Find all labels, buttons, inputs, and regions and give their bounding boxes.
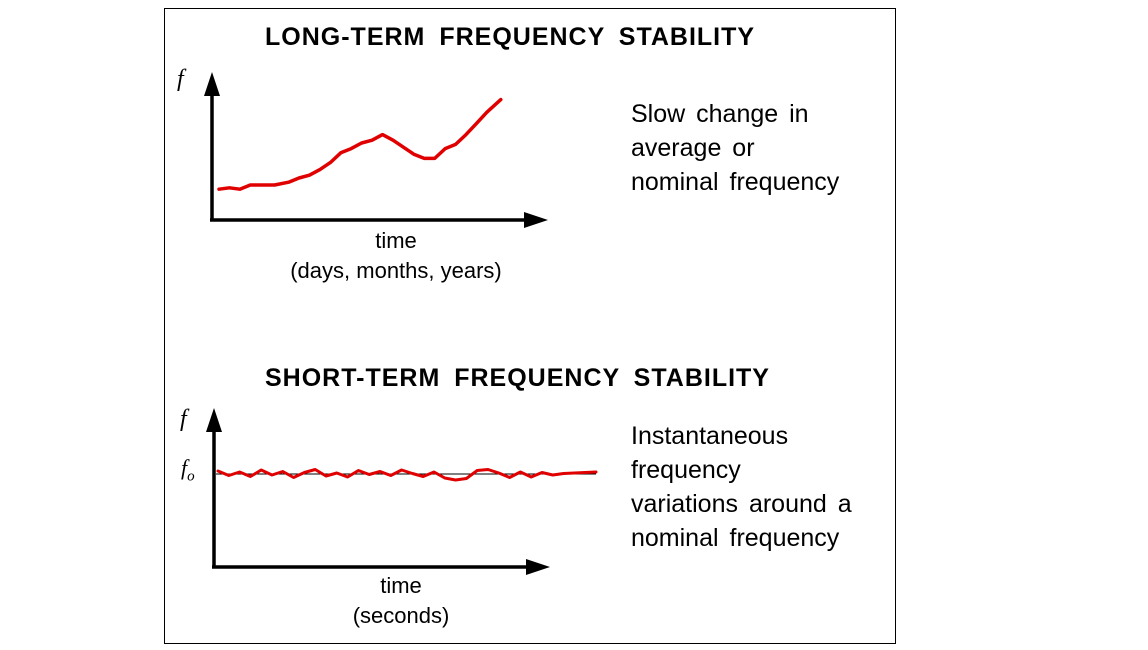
short-term-description-line: variations around a [631, 490, 852, 518]
diagram-frame [164, 8, 896, 644]
short-term-x-axis-sublabel: (seconds) [352, 603, 450, 628]
short-term-x-arrow-icon [526, 559, 550, 575]
long-term-y-axis-label: f [177, 66, 184, 92]
nominal-frequency-label: fo [181, 455, 195, 485]
short-term-x-axis-label: time [380, 573, 422, 598]
short-term-plot [206, 408, 598, 575]
short-term-title: SHORT-TERM FREQUENCY STABILITY [265, 364, 770, 392]
short-term-description: Instantaneous frequency variations aroun… [631, 419, 852, 555]
long-term-x-arrow-icon [524, 212, 548, 228]
long-term-description-line: nominal frequency [631, 168, 840, 196]
short-term-description-line: frequency [631, 456, 741, 484]
long-term-x-axis-sublabel: (days, months, years) [290, 258, 502, 283]
long-term-plot [204, 72, 548, 228]
long-term-y-arrow-icon [204, 72, 220, 96]
short-term-description-line: nominal frequency [631, 524, 840, 552]
short-term-frequency-curve [216, 468, 598, 482]
long-term-x-axis-label: time [375, 228, 417, 253]
short-term-y-axis-label: f [180, 406, 187, 432]
long-term-description-line: Slow change in [631, 100, 809, 128]
long-term-frequency-curve [217, 97, 503, 191]
long-term-description-line: average or [631, 134, 755, 162]
nominal-frequency-symbol: f [181, 455, 188, 480]
short-term-y-arrow-icon [206, 408, 222, 432]
long-term-description: Slow change in average or nominal freque… [631, 97, 839, 199]
long-term-title: LONG-TERM FREQUENCY STABILITY [265, 23, 756, 51]
short-term-description-line: Instantaneous [631, 422, 789, 450]
nominal-frequency-subscript: o [187, 468, 195, 485]
